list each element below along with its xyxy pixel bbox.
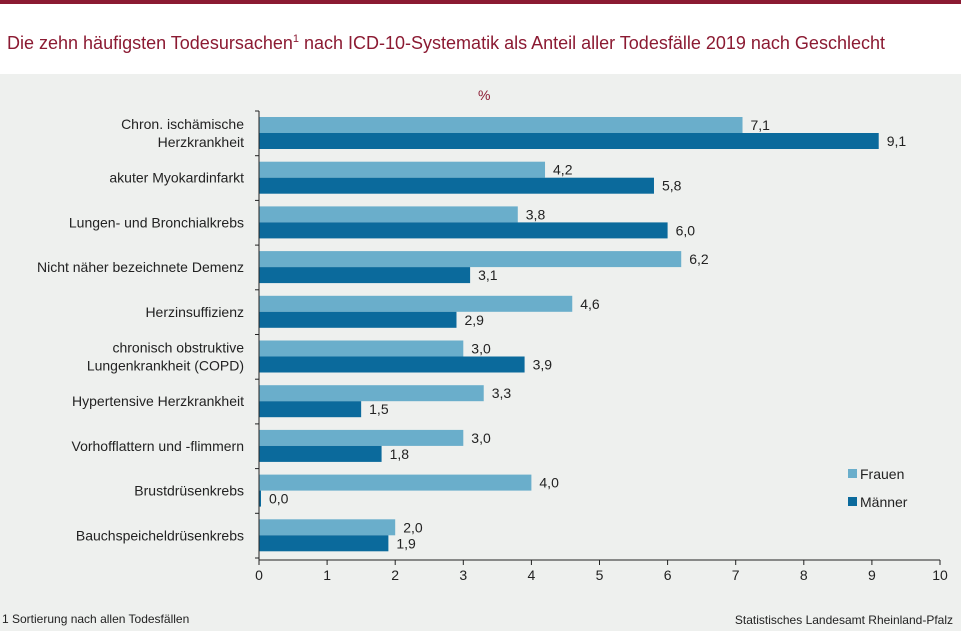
category-label: Herzinsuffizienz [145, 304, 244, 320]
category-label: Herzkrankheit [158, 134, 244, 150]
category-label: Lungenkrankheit (COPD) [87, 358, 244, 374]
x-tick-label: 3 [459, 567, 467, 583]
category-label: Brustdrüsenkrebs [134, 483, 244, 499]
title-main: Die zehn häufigsten Todesursachen [7, 33, 293, 53]
data-label: 4,6 [580, 296, 600, 312]
legend-label: Frauen [860, 466, 904, 482]
data-label: 2,0 [403, 519, 423, 535]
x-tick-label: 5 [596, 567, 604, 583]
bar-frauen [259, 206, 518, 223]
x-tick-label: 4 [528, 567, 536, 583]
data-label: 6,2 [689, 251, 709, 267]
category-label: Lungen- und Bronchialkrebs [69, 214, 244, 230]
bar-maenner [259, 267, 471, 284]
top-rule [0, 0, 961, 4]
footnote: 1 Sortierung nach allen Todesfällen [2, 612, 190, 626]
legend-swatch-frauen [848, 469, 857, 478]
category-label: Bauchspeicheldrüsenkrebs [76, 527, 244, 543]
bar-frauen [259, 429, 464, 446]
x-tick-label: 7 [732, 567, 740, 583]
title-rest: nach ICD-10-Systematik als Anteil aller … [299, 33, 885, 53]
unit-label: % [478, 87, 491, 103]
data-label: 3,1 [478, 267, 498, 283]
data-label: 6,0 [676, 222, 696, 238]
category-label: akuter Myokardinfarkt [109, 170, 244, 186]
data-label: 3,3 [492, 385, 512, 401]
bar-frauen [259, 519, 396, 536]
x-tick-label: 8 [800, 567, 808, 583]
bar-maenner [259, 311, 457, 328]
x-tick-label: 9 [868, 567, 876, 583]
legend-label: Männer [860, 494, 908, 510]
x-tick-label: 1 [323, 567, 331, 583]
category-label: Hypertensive Herzkrankheit [72, 393, 244, 409]
title-footnote-marker: 1 [292, 33, 299, 45]
bar-maenner [259, 356, 525, 373]
category-label: Nicht näher bezeichnete Demenz [37, 259, 244, 275]
bar-maenner [259, 401, 362, 418]
bar-maenner [259, 490, 261, 507]
data-label: 4,0 [539, 475, 559, 491]
bar-maenner [259, 445, 382, 462]
data-label: 1,8 [390, 446, 410, 462]
bar-maenner [259, 535, 389, 552]
data-label: 0,0 [269, 491, 289, 507]
x-tick-label: 2 [391, 567, 399, 583]
data-label: 4,2 [553, 162, 573, 178]
category-label: Chron. ischämische [121, 116, 244, 132]
bar-maenner [259, 133, 879, 149]
bar-maenner [259, 177, 654, 194]
data-label: 5,8 [662, 178, 682, 194]
bar-maenner [259, 222, 668, 239]
title-box: Die zehn häufigsten Todesursachen1 nach … [0, 4, 961, 74]
category-label: Vorhofflattern und -flimmern [72, 438, 245, 454]
legend-swatch-maenner [848, 497, 857, 506]
x-tick-label: 10 [932, 567, 948, 583]
bar-frauen [259, 117, 743, 133]
data-label: 9,1 [887, 133, 907, 149]
data-label: 2,9 [464, 312, 484, 328]
bar-frauen [259, 295, 573, 312]
bar-frauen [259, 385, 484, 402]
data-label: 1,5 [369, 401, 389, 417]
category-label: chronisch obstruktive [112, 340, 244, 356]
data-label: 3,0 [471, 341, 491, 357]
bar-frauen [259, 340, 464, 357]
data-label: 1,9 [396, 535, 416, 551]
chart-title: Die zehn häufigsten Todesursachen1 nach … [7, 33, 885, 54]
data-label: 3,0 [471, 430, 491, 446]
bar-frauen [259, 161, 546, 178]
bar-frauen [259, 474, 532, 491]
bar-frauen [259, 251, 682, 268]
data-label: 3,8 [526, 206, 546, 222]
x-tick-label: 0 [255, 567, 263, 583]
x-tick-label: 6 [664, 567, 672, 583]
data-label: 7,1 [751, 117, 771, 133]
source-credit: Statistisches Landesamt Rheinland-Pfalz [734, 613, 953, 627]
data-label: 3,9 [533, 357, 553, 373]
